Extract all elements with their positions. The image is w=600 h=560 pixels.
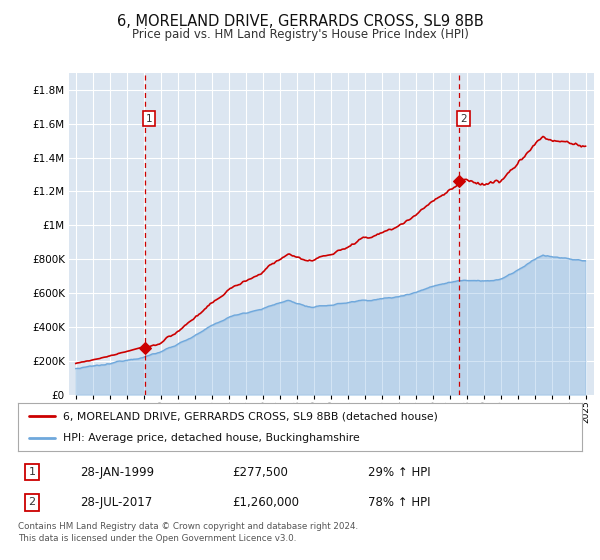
Text: 2: 2 xyxy=(460,114,467,124)
Text: HPI: Average price, detached house, Buckinghamshire: HPI: Average price, detached house, Buck… xyxy=(63,433,360,443)
Text: £1,260,000: £1,260,000 xyxy=(232,496,299,509)
Text: 28-JAN-1999: 28-JAN-1999 xyxy=(80,465,154,479)
Point xyxy=(140,343,150,352)
Text: 78% ↑ HPI: 78% ↑ HPI xyxy=(368,496,430,509)
Point xyxy=(454,177,464,186)
Text: 6, MORELAND DRIVE, GERRARDS CROSS, SL9 8BB: 6, MORELAND DRIVE, GERRARDS CROSS, SL9 8… xyxy=(116,14,484,29)
Text: 1: 1 xyxy=(146,114,152,124)
Text: 6, MORELAND DRIVE, GERRARDS CROSS, SL9 8BB (detached house): 6, MORELAND DRIVE, GERRARDS CROSS, SL9 8… xyxy=(63,411,438,421)
Text: This data is licensed under the Open Government Licence v3.0.: This data is licensed under the Open Gov… xyxy=(18,534,296,543)
Text: 28-JUL-2017: 28-JUL-2017 xyxy=(80,496,152,509)
Text: 29% ↑ HPI: 29% ↑ HPI xyxy=(368,465,430,479)
Text: £277,500: £277,500 xyxy=(232,465,288,479)
Text: Contains HM Land Registry data © Crown copyright and database right 2024.: Contains HM Land Registry data © Crown c… xyxy=(18,522,358,531)
Text: Price paid vs. HM Land Registry's House Price Index (HPI): Price paid vs. HM Land Registry's House … xyxy=(131,28,469,41)
Text: 2: 2 xyxy=(29,497,35,507)
Text: 1: 1 xyxy=(29,467,35,477)
